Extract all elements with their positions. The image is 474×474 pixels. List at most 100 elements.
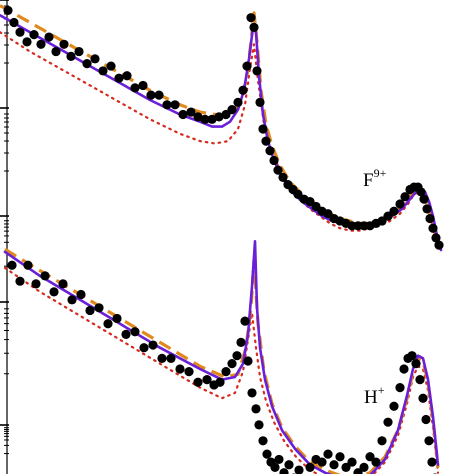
data-point <box>399 364 409 374</box>
data-point <box>421 414 431 425</box>
data-point <box>227 359 237 369</box>
series-dashed-line <box>0 4 441 249</box>
data-point <box>243 356 253 366</box>
data-point <box>221 367 231 377</box>
data-point <box>415 375 425 385</box>
series-experimental-points <box>3 5 444 250</box>
series-dashed-line <box>4 247 440 474</box>
data-point <box>383 417 393 427</box>
data-point <box>323 449 333 459</box>
data-point <box>67 295 77 305</box>
data-point <box>15 276 25 286</box>
data-point <box>31 279 41 289</box>
data-point <box>252 66 262 76</box>
series-dotted-line <box>0 31 441 249</box>
data-point <box>184 367 194 377</box>
data-point <box>130 327 140 337</box>
data-point <box>58 279 68 289</box>
data-point <box>335 452 345 462</box>
data-point <box>23 260 33 270</box>
data-point <box>284 460 294 470</box>
data-point <box>305 462 315 472</box>
data-point <box>341 462 351 472</box>
data-point <box>365 452 375 462</box>
data-point <box>40 271 50 281</box>
data-point <box>232 351 242 361</box>
data-point <box>76 289 86 300</box>
panel-2 <box>3 240 440 474</box>
data-point <box>66 51 76 62</box>
data-point <box>395 199 405 209</box>
data-point <box>236 337 246 347</box>
data-point <box>51 46 61 57</box>
data-point <box>112 313 122 324</box>
data-point <box>424 436 434 446</box>
data-point <box>247 388 257 398</box>
data-point <box>15 27 25 37</box>
data-point <box>138 80 148 91</box>
data-point <box>254 420 264 430</box>
data-point <box>265 146 275 156</box>
data-point <box>407 351 417 361</box>
data-point <box>74 46 84 57</box>
data-point <box>214 112 224 122</box>
series-experimental-points <box>7 260 438 474</box>
data-point <box>242 61 252 71</box>
data-point <box>49 287 59 297</box>
data-point <box>85 305 95 316</box>
data-point <box>411 359 421 369</box>
data-point <box>269 155 279 166</box>
data-point <box>175 364 185 374</box>
data-point <box>238 85 248 95</box>
data-point <box>3 5 13 16</box>
data-point <box>371 457 381 467</box>
data-point <box>202 375 212 385</box>
data-point <box>278 172 288 182</box>
data-point <box>200 114 210 124</box>
data-point <box>103 319 113 329</box>
chart-panels <box>0 4 444 474</box>
data-point <box>416 187 426 197</box>
data-point <box>431 233 441 243</box>
data-point <box>317 457 327 467</box>
data-point <box>98 66 108 76</box>
data-point <box>428 223 438 233</box>
data-point <box>227 105 237 115</box>
data-point <box>240 316 250 326</box>
data-point <box>207 114 217 124</box>
data-point <box>422 204 432 214</box>
panel-1 <box>0 4 444 252</box>
data-point <box>255 97 265 107</box>
data-point <box>7 260 17 270</box>
plot-frame <box>0 0 9 474</box>
data-point <box>170 100 180 110</box>
data-point <box>347 457 357 467</box>
data-point <box>186 107 196 117</box>
data-point <box>94 303 104 313</box>
data-point <box>389 206 399 216</box>
data-point <box>114 73 124 83</box>
data-point <box>251 404 261 414</box>
data-point <box>261 136 271 146</box>
data-point <box>59 39 69 49</box>
data-point <box>215 377 225 387</box>
data-point <box>22 37 32 47</box>
data-point <box>427 457 437 467</box>
data-point <box>274 454 284 465</box>
data-point <box>395 383 405 393</box>
data-point <box>178 109 188 120</box>
data-point <box>359 462 369 472</box>
data-point <box>193 377 203 387</box>
data-point <box>44 32 54 42</box>
data-point <box>425 213 435 224</box>
data-point <box>193 112 203 122</box>
data-point <box>400 192 410 202</box>
data-point <box>157 353 167 363</box>
data-point <box>9 17 19 28</box>
data-point <box>279 468 289 474</box>
data-point <box>389 401 399 411</box>
data-point <box>258 124 268 134</box>
annotation-h: H+ <box>364 383 385 408</box>
data-point <box>233 97 243 107</box>
